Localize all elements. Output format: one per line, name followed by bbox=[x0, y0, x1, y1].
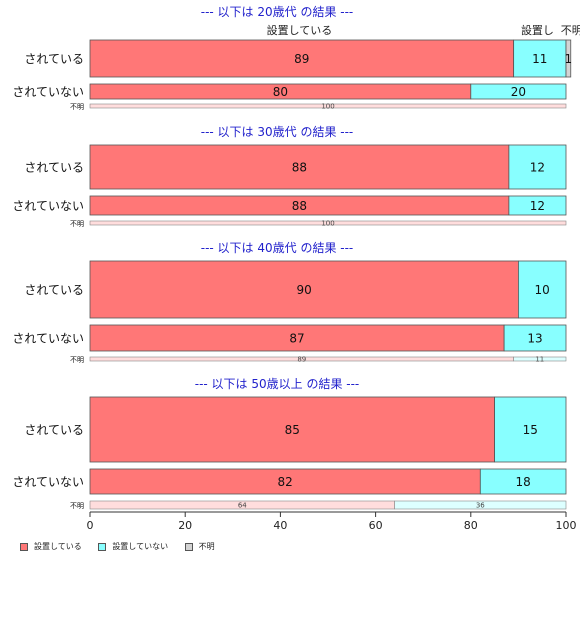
legend-item-setchi-shiteinai: 設置していない bbox=[98, 541, 168, 552]
data-label: 88 bbox=[292, 161, 307, 175]
data-label: 82 bbox=[278, 475, 293, 489]
panel-title: --- 以下は 40歳代 の結果 --- bbox=[201, 241, 354, 255]
data-label: 87 bbox=[289, 332, 304, 346]
legend-label-fumei: 不明 bbox=[198, 542, 215, 551]
bar-segment bbox=[470, 83, 567, 100]
x-tick-label: 60 bbox=[369, 519, 383, 532]
bar-segment bbox=[89, 103, 567, 109]
row-label: されている bbox=[24, 161, 84, 175]
bar-segment bbox=[513, 356, 567, 362]
bar-segment bbox=[518, 260, 567, 319]
data-label: 85 bbox=[285, 423, 300, 437]
data-label: 100 bbox=[321, 220, 334, 228]
data-label: 89 bbox=[297, 356, 306, 364]
data-label: 89 bbox=[294, 52, 309, 66]
data-label: 13 bbox=[527, 332, 542, 346]
legend-label-setchi-shiteiru: 設置している bbox=[34, 542, 82, 551]
bar-segment bbox=[508, 195, 567, 216]
x-tick-label: 0 bbox=[87, 519, 94, 532]
data-label: 12 bbox=[530, 199, 545, 213]
bar-segment bbox=[89, 260, 519, 319]
bar-segment bbox=[479, 468, 567, 495]
row-label: されている bbox=[24, 423, 84, 437]
data-label: 11 bbox=[532, 52, 547, 66]
bar-segment bbox=[513, 39, 567, 78]
row-label: されていない bbox=[12, 85, 84, 99]
legend-swatch-setchi-shiteiru bbox=[20, 542, 28, 551]
data-label: 80 bbox=[273, 85, 288, 99]
bar-segment bbox=[89, 324, 505, 352]
bar-segment bbox=[394, 500, 567, 510]
bar-segment bbox=[565, 39, 572, 78]
bar-segment bbox=[89, 39, 515, 78]
legend-item-fumei: 不明 bbox=[184, 541, 215, 552]
panel-title: --- 以下は 50歳以上 の結果 --- bbox=[195, 377, 360, 391]
column-header: 設置している bbox=[267, 23, 333, 37]
data-label: 88 bbox=[292, 199, 307, 213]
data-label: 12 bbox=[530, 161, 545, 175]
legend-item-setchi-shiteiru: 設置している bbox=[20, 541, 82, 552]
x-tick-label: 20 bbox=[178, 519, 192, 532]
row-label: されている bbox=[24, 52, 84, 66]
row-label: されていない bbox=[12, 199, 84, 213]
bar-segment bbox=[89, 468, 481, 495]
bar-segment bbox=[89, 396, 496, 463]
data-label: 11 bbox=[535, 356, 544, 364]
bar-segment bbox=[494, 396, 567, 463]
bar-segment bbox=[503, 324, 567, 352]
data-label: 90 bbox=[297, 283, 312, 297]
row-label: されていない bbox=[12, 332, 84, 346]
bar-segment bbox=[89, 220, 567, 226]
row-label: 不明 bbox=[70, 220, 84, 228]
data-label: 1 bbox=[565, 52, 573, 66]
x-tick-label: 40 bbox=[273, 519, 287, 532]
row-label: 不明 bbox=[70, 502, 84, 510]
bar-segment bbox=[89, 144, 510, 190]
panel-title: --- 以下は 30歳代 の結果 --- bbox=[201, 125, 354, 139]
data-label: 18 bbox=[516, 475, 531, 489]
data-label: 10 bbox=[535, 283, 550, 297]
column-header: 不明 bbox=[561, 24, 580, 37]
row-label: 不明 bbox=[70, 103, 84, 111]
column-header: 設置し bbox=[521, 23, 554, 37]
panel-title: --- 以下は 20歳代 の結果 --- bbox=[201, 5, 354, 19]
data-label: 36 bbox=[476, 502, 485, 510]
legend-label-setchi-shiteinai: 設置していない bbox=[112, 542, 169, 551]
data-label: 15 bbox=[523, 423, 538, 437]
row-label: 不明 bbox=[70, 356, 84, 364]
legend: 設置している 設置していない 不明 bbox=[20, 541, 229, 553]
data-label: 20 bbox=[511, 85, 526, 99]
row-label: されていない bbox=[12, 475, 84, 489]
bar-segment bbox=[508, 144, 567, 190]
x-tick-label: 80 bbox=[464, 519, 478, 532]
data-label: 100 bbox=[321, 103, 334, 111]
row-label: されている bbox=[24, 283, 84, 297]
legend-swatch-setchi-shiteinai bbox=[98, 542, 107, 551]
data-label: 64 bbox=[238, 502, 247, 510]
legend-swatch-fumei bbox=[184, 542, 193, 551]
x-tick-label: 100 bbox=[556, 519, 577, 532]
